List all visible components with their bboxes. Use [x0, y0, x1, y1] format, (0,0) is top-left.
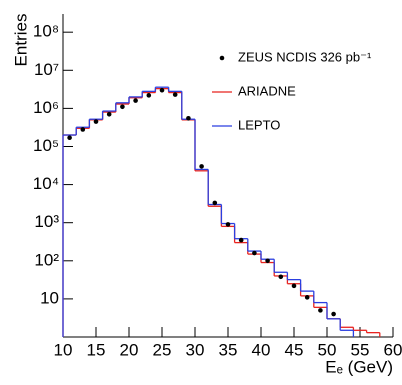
y-tick-label: 10⁵ [33, 136, 59, 155]
x-tick-label: 45 [285, 340, 304, 359]
legend-label: LEPTO [238, 117, 280, 132]
data-point [67, 135, 72, 141]
data-point [186, 115, 191, 121]
x-tick-label: 10 [54, 340, 73, 359]
y-tick-label: 10³ [34, 212, 59, 231]
legend-marker [219, 55, 225, 61]
data-point [212, 200, 218, 206]
data-point [146, 93, 152, 98]
y-tick-label: 10⁷ [34, 60, 59, 79]
data-point [265, 258, 270, 264]
data-point [225, 222, 231, 227]
x-tick-label: 55 [351, 340, 370, 359]
data-point [318, 308, 323, 313]
data-point [93, 119, 99, 124]
x-tick-label: 50 [318, 340, 337, 359]
x-tick-label: 20 [120, 340, 139, 359]
x-tick-label: 30 [186, 340, 205, 359]
data-point [238, 237, 244, 243]
x-tick-label: 40 [252, 340, 271, 359]
data-point [291, 283, 297, 289]
data-point [172, 92, 178, 97]
data-point [304, 295, 310, 300]
x-tick-label: 25 [153, 340, 172, 359]
data-point [133, 98, 138, 103]
y-tick-label: 10 [40, 288, 59, 307]
y-tick-label: 10⁶ [33, 98, 59, 117]
data-point [159, 87, 165, 93]
data-point [106, 111, 112, 117]
y-tick-label: 10⁴ [33, 174, 59, 193]
y-tick-label: 10⁸ [33, 22, 59, 41]
data-point [80, 127, 86, 132]
data-point [278, 274, 284, 280]
x-tick-label: 60 [384, 340, 402, 359]
y-tick-label: 10² [34, 250, 59, 269]
y-axis-label: Entries [11, 14, 30, 67]
x-axis-label: Eₑ (GeV) [325, 357, 393, 376]
data-point [120, 104, 125, 110]
data-point [252, 250, 257, 256]
data-point [199, 164, 204, 169]
x-tick-label: 35 [219, 340, 238, 359]
legend-label: ARIADNE [238, 83, 296, 98]
data-point [331, 311, 336, 317]
x-tick-label: 15 [87, 340, 106, 359]
legend-label: ZEUS NCDIS 326 pb⁻¹ [238, 49, 372, 64]
